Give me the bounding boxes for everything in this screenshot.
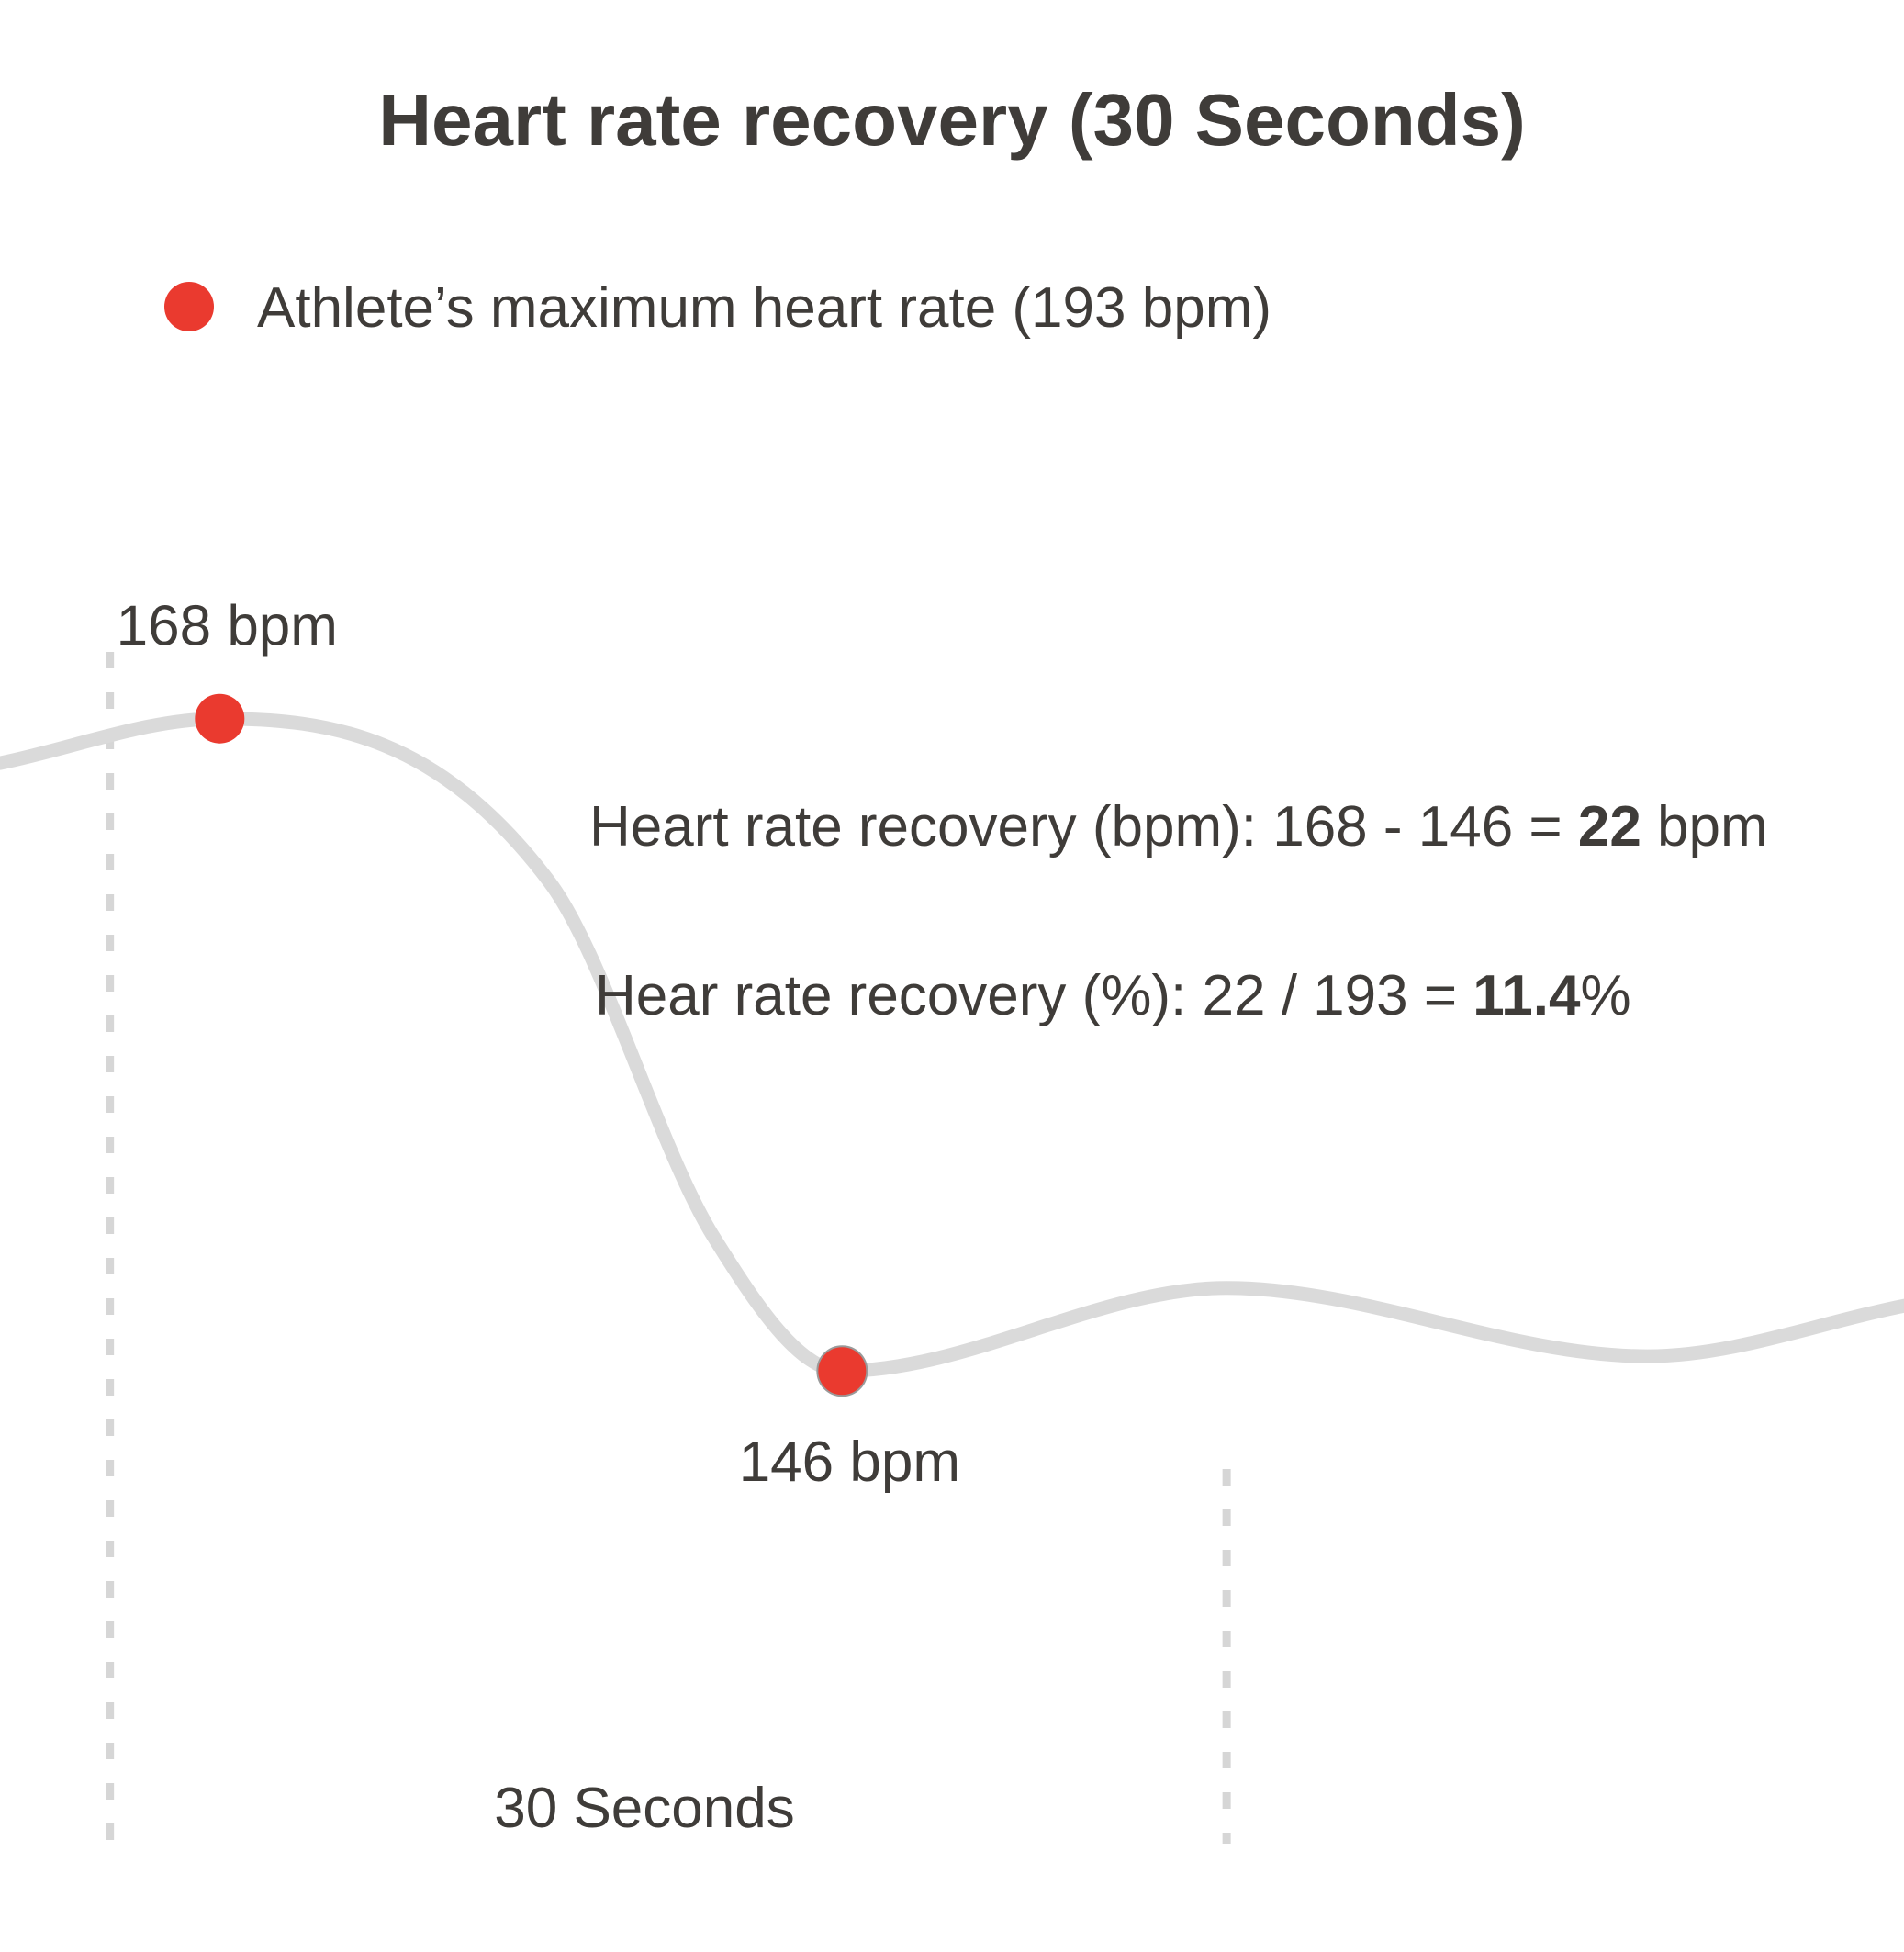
peak-label: 168 bpm (117, 595, 338, 658)
legend: Athlete’s maximum heart rate (193 bpm) (164, 276, 1271, 340)
curve-layer (0, 712, 1904, 1378)
annotation-unit: bpm (1641, 795, 1768, 858)
annotations: Heart rate recovery (bpm): 168 - 146 = 2… (589, 795, 1768, 1027)
legend-marker (164, 282, 214, 331)
chart-title: Heart rate recovery (30 Seconds) (378, 79, 1526, 161)
annotation-percent: Hear rate recovery (%): 22 / 193 = 11.4% (595, 964, 1631, 1027)
annotation-value: 11.4 (1473, 964, 1581, 1027)
annotation-bpm: Heart rate recovery (bpm): 168 - 146 = 2… (589, 795, 1768, 858)
interval-label: 30 Seconds (494, 1777, 794, 1840)
point-labels-layer: 168 bpm 146 bpm (117, 595, 960, 1495)
heart-rate-curve (0, 712, 1904, 1378)
legend-label: Athlete’s maximum heart rate (193 bpm) (257, 276, 1271, 340)
points-layer (195, 693, 868, 1397)
annotation-value: 22 (1578, 795, 1641, 858)
peak-point (195, 693, 245, 744)
annotation-unit: % (1581, 964, 1631, 1027)
recovery-point (816, 1345, 868, 1397)
annotation-formula: Hear rate recovery (%): 22 / 193 = (595, 964, 1473, 1027)
annotation-formula: Heart rate recovery (bpm): 168 - 146 = (589, 795, 1578, 858)
recovery-label: 146 bpm (739, 1430, 960, 1494)
